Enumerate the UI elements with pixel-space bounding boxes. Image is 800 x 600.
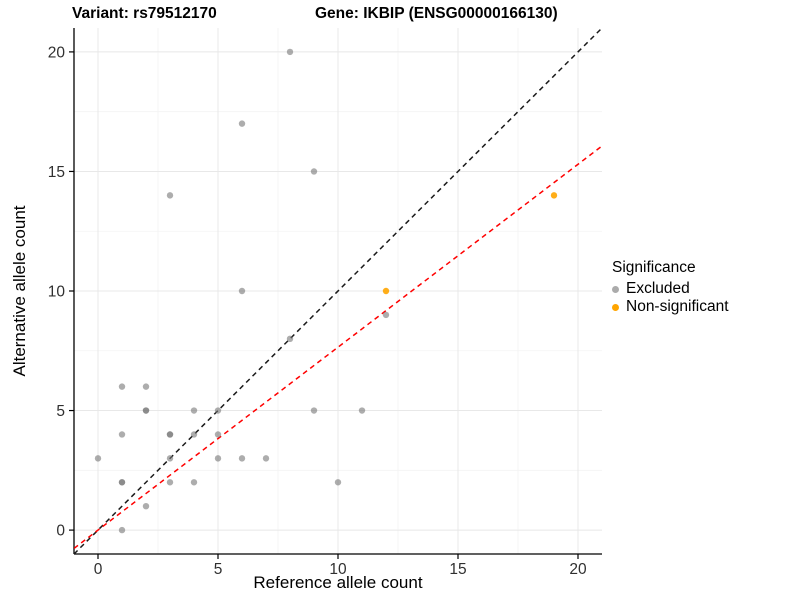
legend-label-excluded: Excluded xyxy=(626,280,690,297)
data-point-excluded xyxy=(118,479,126,486)
data-point-excluded xyxy=(166,479,174,486)
data-point-excluded xyxy=(142,407,150,414)
legend-item-non-significant: Non-significant xyxy=(612,298,729,316)
data-point-excluded xyxy=(94,455,102,462)
data-point-excluded xyxy=(286,335,294,343)
y-tick-label: 10 xyxy=(48,284,66,301)
data-point-excluded xyxy=(190,407,198,414)
legend-label-non-significant: Non-significant xyxy=(626,298,729,315)
y-tick-label: 5 xyxy=(56,403,65,420)
data-point-excluded xyxy=(142,383,150,390)
x-tick-label: 0 xyxy=(94,561,103,578)
data-point-excluded xyxy=(214,455,222,462)
data-point-excluded xyxy=(358,407,366,414)
y-tick-label: 0 xyxy=(56,523,65,540)
data-point-excluded xyxy=(286,48,294,56)
x-tick-label: 10 xyxy=(329,561,347,578)
legend-title: Significance xyxy=(612,259,696,276)
data-point-excluded xyxy=(262,455,270,462)
data-point-excluded xyxy=(310,407,318,414)
non-significant-dot-icon xyxy=(612,303,619,311)
y-tick-label: 20 xyxy=(48,44,66,61)
data-point-excluded xyxy=(142,502,150,510)
x-tick-label: 20 xyxy=(569,561,587,578)
x-tick-label: 5 xyxy=(214,561,223,578)
data-point-excluded xyxy=(118,431,126,438)
identity-line xyxy=(74,28,602,554)
data-point-excluded xyxy=(238,287,246,295)
y-tick-label: 15 xyxy=(48,164,65,181)
data-point-excluded xyxy=(166,192,174,199)
plot-title-variant: Variant: rs79512170 xyxy=(72,5,217,22)
data-point-excluded xyxy=(190,479,198,486)
data-point-excluded xyxy=(310,168,318,175)
legend: Significance Excluded Non-significant xyxy=(612,259,729,316)
excluded-dot-icon xyxy=(612,285,619,293)
data-point-excluded xyxy=(166,455,174,462)
data-point-non-significant xyxy=(550,192,558,199)
data-point-excluded xyxy=(118,526,126,534)
data-point-excluded xyxy=(214,431,222,438)
x-tick-label: 15 xyxy=(449,561,466,578)
data-point-excluded xyxy=(214,407,222,414)
data-point-excluded xyxy=(334,479,342,486)
legend-item-excluded: Excluded xyxy=(612,280,729,298)
plot-title-gene: Gene: IKBIP (ENSG00000166130) xyxy=(315,5,558,22)
data-point-non-significant xyxy=(382,287,390,295)
data-point-excluded xyxy=(238,120,246,127)
data-point-excluded xyxy=(382,311,390,319)
data-point-excluded xyxy=(166,431,174,438)
y-axis-title: Alternative allele count xyxy=(10,205,29,377)
fit-line xyxy=(74,145,602,549)
data-point-excluded xyxy=(118,383,126,390)
data-point-excluded xyxy=(238,455,246,462)
data-point-excluded xyxy=(190,431,198,438)
x-axis-title: Reference allele count xyxy=(253,573,423,592)
